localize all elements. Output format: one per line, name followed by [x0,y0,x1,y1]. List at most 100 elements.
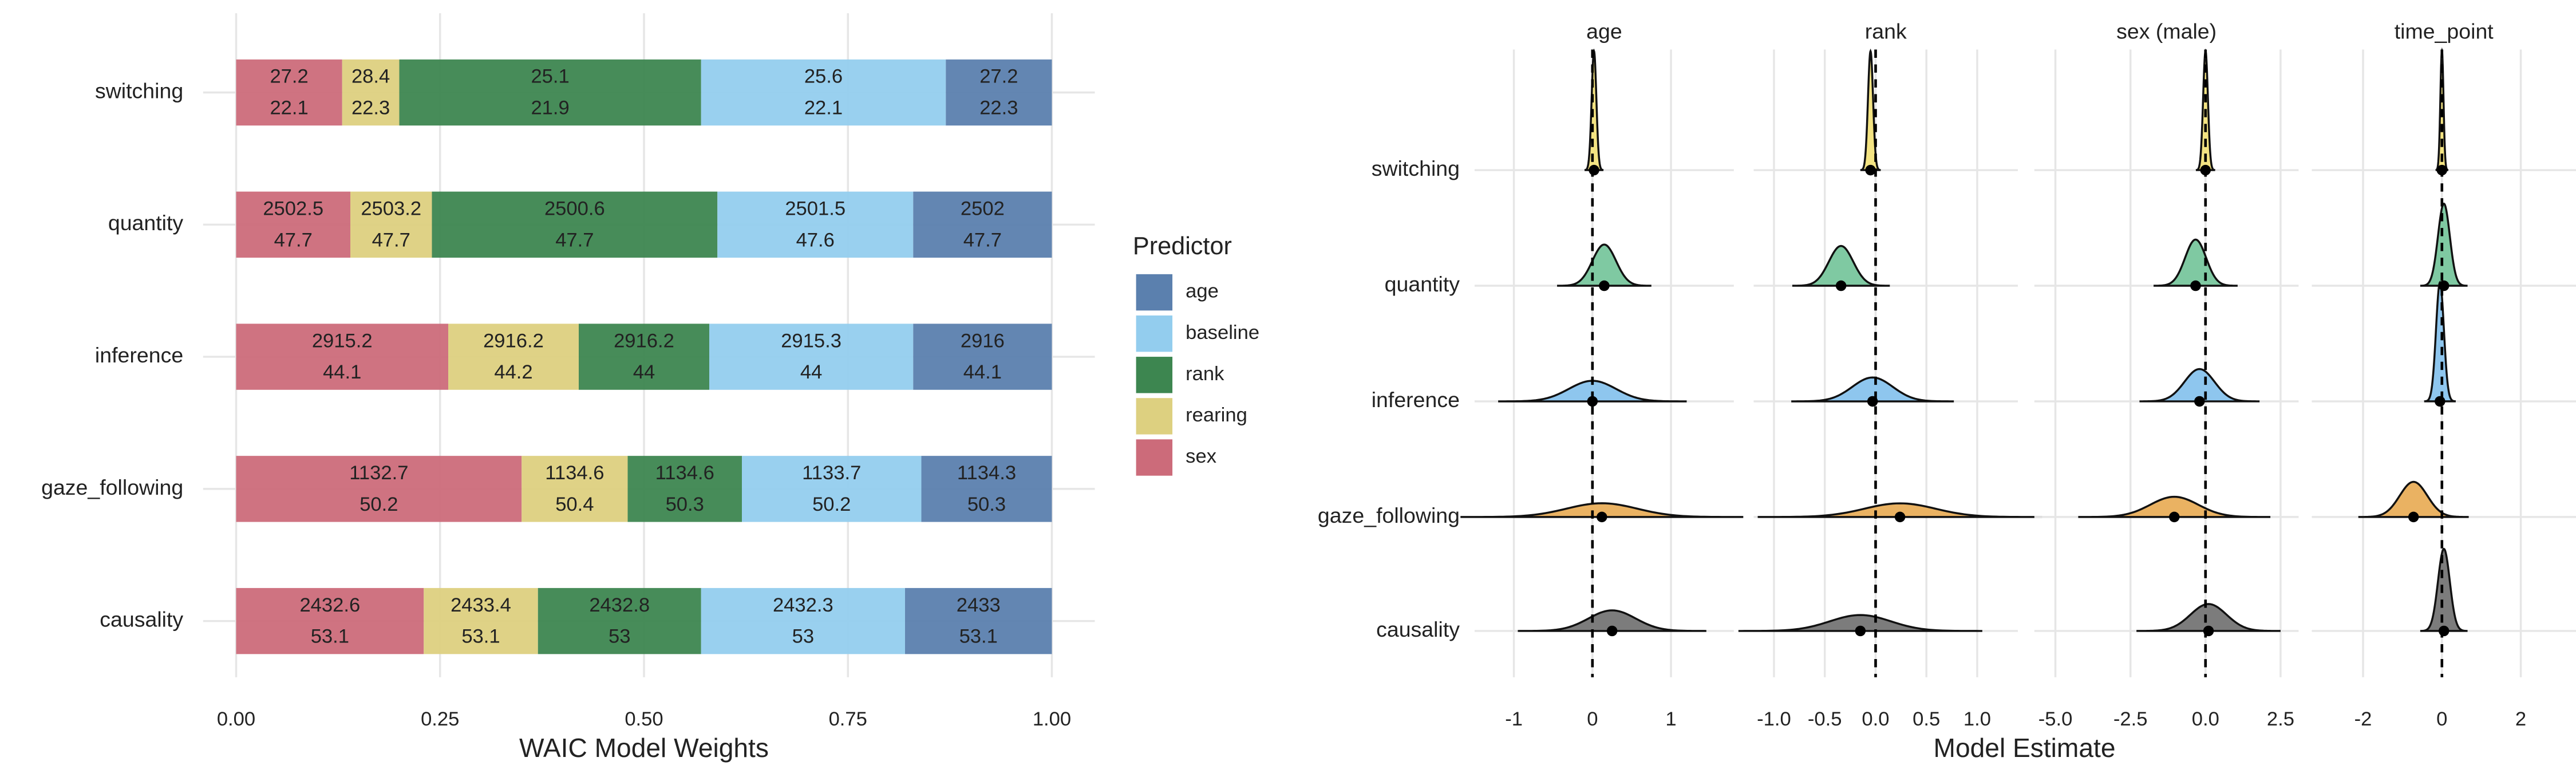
se-label: 21.9 [531,97,569,119]
waic-label: 2432.6 [299,594,360,616]
se-label: 53 [609,626,631,648]
y-tick-label: quantity [1385,272,1460,296]
x-tick-label: 1.00 [1033,708,1071,730]
waic-label: 1132.7 [349,462,408,484]
waic-label: 28.4 [351,66,390,88]
se-label: 22.1 [804,97,843,119]
se-label: 44.2 [494,361,532,383]
bar-segment [399,59,701,126]
estimate-point [1865,164,1876,176]
x-tick-label: 2.5 [2267,708,2294,730]
se-label: 50.3 [967,494,1006,515]
bar-segment [905,587,1052,654]
se-label: 22.3 [351,97,390,119]
estimate-point [1867,396,1878,407]
estimate-point [1597,511,1607,523]
legend-key [1136,398,1173,435]
x-tick-label: -1.0 [1757,708,1791,730]
density-ridge [1757,502,2042,518]
x-tick-label: 0.00 [217,708,255,730]
x-tick-label: -2.5 [2113,708,2148,730]
bar-segment [913,191,1052,258]
se-label: 53.1 [959,626,998,648]
bar-segment [701,587,905,654]
se-label: 44 [800,361,823,383]
se-label: 47.7 [555,229,594,251]
legend-label: age [1186,281,1219,302]
waic-label: 1134.3 [957,462,1016,484]
waic-label: 2915.2 [312,330,373,352]
density-ridge [2078,495,2271,518]
waic-label: 2500.6 [544,198,605,219]
bar-segment [627,456,742,522]
y-tick-label: quantity [108,211,184,235]
x-tick-label: 1.0 [1963,708,1991,730]
y-tick-label: inference [95,343,183,367]
bar-segment [709,324,914,390]
x-tick-label: 0.75 [829,708,867,730]
estimate-point [2194,396,2205,407]
legend-key [1136,315,1173,352]
density-ridge [1584,48,1604,171]
x-tick-label: 0 [1587,708,1598,730]
y-tick-label: switching [1372,156,1460,180]
bar-segment [236,191,350,258]
x-tick-label: 0.0 [1862,708,1889,730]
estimate-point [1599,280,1610,291]
legend-label: baseline [1186,322,1259,344]
estimate-point [1606,625,1618,637]
waic-label: 25.6 [804,66,843,88]
waic-label: 2433.4 [451,594,511,616]
y-tick-label: inference [1372,388,1460,412]
se-label: 47.6 [796,229,835,251]
density-ridge [2420,547,2468,632]
waic-label: 2432.3 [773,594,833,616]
waic-label: 1134.6 [545,462,604,484]
se-label: 22.1 [270,97,308,119]
estimate-point [2200,164,2211,176]
bar-segment [701,59,946,126]
facet-title: age [1586,19,1622,44]
bar-segment [432,191,718,258]
waic-label: 2433 [957,594,1001,616]
bar-segment [717,191,914,258]
estimate-point [2435,396,2445,407]
density-ridge [2424,281,2456,403]
density-ridge [2154,238,2238,287]
x-tick-label: 0.5 [1913,708,1940,730]
facet-title: time_point [2395,19,2494,44]
se-label: 50.3 [666,494,704,515]
bar-segment [342,59,400,126]
x-tick-label: -2 [2354,708,2372,730]
waic-label: 2916 [961,330,1005,352]
estimate-point [1587,396,1598,407]
estimate-point [2439,625,2449,637]
facet-title: rank [1865,19,1907,44]
estimate-point [2439,280,2449,291]
estimate-point [2169,511,2180,523]
se-label: 44.1 [963,361,1002,383]
y-tick-label: causality [100,608,183,632]
density-ridge [1860,48,1881,171]
bar-segment [913,324,1052,390]
x-tick-label: 0.0 [2192,708,2219,730]
density-ridge [2358,480,2469,518]
waic-label: 2915.3 [781,330,841,352]
bar-segment [424,587,538,654]
x-axis-title: Model Estimate [1934,733,2116,763]
bar-segment [236,587,424,654]
se-label: 50.2 [359,494,398,515]
estimate-point [2408,511,2419,523]
waic-label: 27.2 [270,66,308,88]
x-tick-label: 0.50 [625,708,663,730]
waic-label: 2502 [961,198,1005,219]
se-label: 47.7 [274,229,313,251]
bar-segment [236,456,522,522]
waic-label: 27.2 [979,66,1018,88]
y-tick-label: causality [1376,617,1460,641]
estimate-point [1589,164,1599,176]
x-tick-label: 0 [2436,708,2447,730]
bar-segment [538,587,701,654]
density-ridge [1460,502,1744,518]
se-label: 22.3 [979,97,1018,119]
